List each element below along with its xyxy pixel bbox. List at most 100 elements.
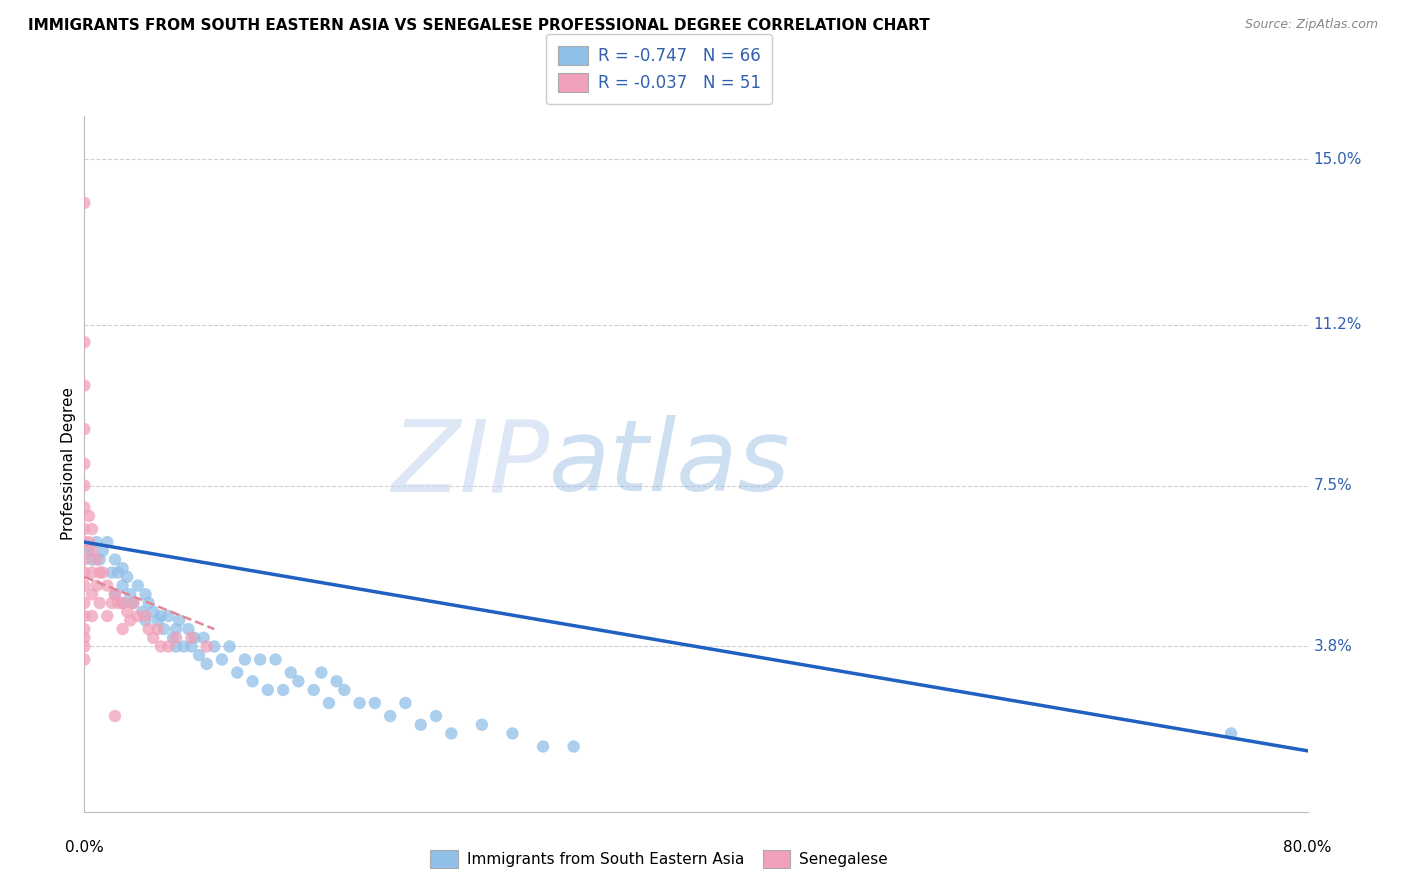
- Point: [138, 596, 160, 610]
- Point: [127, 579, 149, 593]
- Point: [101, 566, 124, 580]
- Point: [104, 552, 127, 566]
- Point: [73, 500, 96, 515]
- Point: [302, 683, 325, 698]
- Point: [73, 596, 96, 610]
- Text: Source: ZipAtlas.com: Source: ZipAtlas.com: [1244, 18, 1378, 31]
- Point: [153, 622, 176, 636]
- Point: [226, 665, 249, 680]
- Point: [96, 535, 118, 549]
- Point: [115, 605, 138, 619]
- Point: [149, 609, 172, 624]
- Point: [195, 640, 218, 654]
- Point: [73, 535, 96, 549]
- Point: [111, 579, 134, 593]
- Point: [193, 631, 215, 645]
- Point: [165, 640, 187, 654]
- Point: [195, 657, 218, 671]
- Text: 11.2%: 11.2%: [1313, 318, 1362, 332]
- Point: [287, 674, 309, 689]
- Text: IMMIGRANTS FROM SOUTH EASTERN ASIA VS SENEGALESE PROFESSIONAL DEGREE CORRELATION: IMMIGRANTS FROM SOUTH EASTERN ASIA VS SE…: [28, 18, 929, 33]
- Point: [349, 696, 371, 710]
- Point: [257, 683, 280, 698]
- Point: [131, 605, 153, 619]
- Point: [89, 596, 111, 610]
- Point: [73, 631, 96, 645]
- Point: [242, 674, 264, 689]
- Point: [73, 552, 96, 566]
- Point: [165, 631, 187, 645]
- Point: [73, 195, 96, 210]
- Point: [120, 614, 142, 628]
- Point: [73, 422, 96, 436]
- Point: [80, 566, 103, 580]
- Point: [73, 640, 96, 654]
- Point: [165, 622, 187, 636]
- Point: [183, 631, 205, 645]
- Point: [73, 609, 96, 624]
- Point: [73, 478, 96, 492]
- Point: [73, 566, 96, 580]
- Point: [333, 683, 356, 698]
- Point: [115, 570, 138, 584]
- Point: [173, 640, 195, 654]
- Point: [73, 334, 96, 349]
- Point: [264, 652, 287, 666]
- Point: [107, 566, 129, 580]
- Point: [111, 622, 134, 636]
- Point: [80, 609, 103, 624]
- Text: atlas: atlas: [550, 416, 790, 512]
- Point: [73, 622, 96, 636]
- Point: [425, 709, 447, 723]
- Point: [96, 579, 118, 593]
- Point: [188, 648, 211, 662]
- Point: [280, 665, 302, 680]
- Text: ZIP: ZIP: [391, 416, 550, 512]
- Point: [73, 457, 96, 471]
- Point: [107, 596, 129, 610]
- Point: [80, 587, 103, 601]
- Point: [122, 596, 145, 610]
- Point: [104, 709, 127, 723]
- Point: [157, 609, 180, 624]
- Point: [562, 739, 585, 754]
- Point: [167, 614, 190, 628]
- Point: [89, 552, 111, 566]
- Point: [211, 652, 233, 666]
- Point: [89, 566, 111, 580]
- Point: [120, 587, 142, 601]
- Point: [111, 561, 134, 575]
- Point: [149, 640, 172, 654]
- Point: [86, 579, 108, 593]
- Point: [180, 640, 202, 654]
- Point: [394, 696, 416, 710]
- Point: [502, 726, 524, 740]
- Point: [135, 614, 157, 628]
- Point: [86, 552, 108, 566]
- Point: [180, 631, 202, 645]
- Point: [531, 739, 554, 754]
- Point: [1220, 726, 1243, 740]
- Point: [122, 596, 145, 610]
- Text: 15.0%: 15.0%: [1313, 152, 1362, 167]
- Point: [146, 614, 169, 628]
- Point: [73, 522, 96, 536]
- Point: [311, 665, 333, 680]
- Point: [471, 717, 494, 731]
- Point: [146, 622, 169, 636]
- Text: 0.0%: 0.0%: [65, 839, 104, 855]
- Point: [73, 652, 96, 666]
- Point: [162, 631, 184, 645]
- Point: [409, 717, 432, 731]
- Point: [218, 640, 240, 654]
- Point: [325, 674, 347, 689]
- Point: [249, 652, 271, 666]
- Point: [80, 552, 103, 566]
- Point: [73, 378, 96, 392]
- Point: [177, 622, 200, 636]
- Point: [111, 596, 134, 610]
- Point: [91, 544, 114, 558]
- Point: [364, 696, 387, 710]
- Point: [91, 566, 114, 580]
- Point: [104, 587, 127, 601]
